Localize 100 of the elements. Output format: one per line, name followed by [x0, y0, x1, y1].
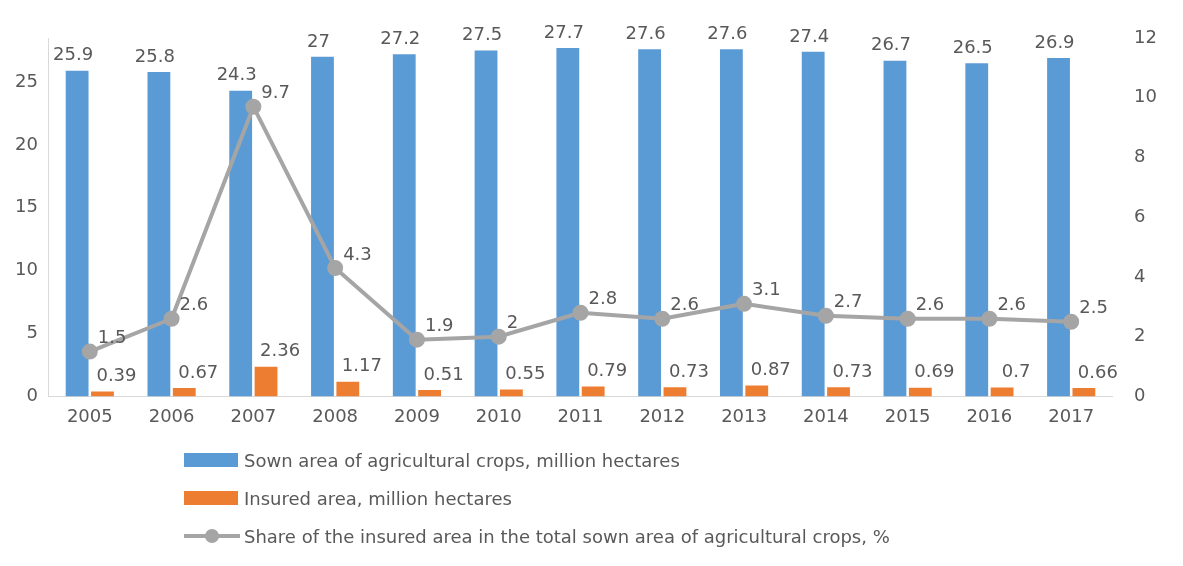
y2-tick-label: 12	[1134, 25, 1157, 47]
y2-tick-label: 0	[1134, 384, 1146, 406]
y-tick-label: 25	[15, 69, 38, 91]
legend-label: Share of the insured area in the total sown area of agricultural crops, %	[244, 525, 890, 547]
bar	[638, 49, 662, 397]
data-label: 0.73	[668, 359, 709, 381]
bar	[581, 386, 605, 397]
data-label: 3.1	[752, 278, 781, 300]
data-label: 0.79	[587, 359, 628, 381]
data-label: 2.36	[260, 339, 301, 361]
data-label: 0.66	[1077, 360, 1118, 382]
point	[408, 331, 425, 348]
data-label: 1.9	[424, 314, 454, 336]
bar	[908, 387, 932, 397]
y2-tick-label: 8	[1134, 145, 1146, 167]
data-label: 2.6	[997, 293, 1027, 315]
point	[327, 259, 344, 276]
data-label: 2.6	[915, 293, 945, 315]
data-label: 1.5	[97, 326, 127, 348]
point	[981, 310, 998, 327]
legend-label: Sown area of agricultural crops, million hectares	[244, 449, 680, 471]
point	[736, 295, 753, 312]
data-label: 4.3	[343, 242, 372, 264]
data-label: 27	[307, 29, 330, 51]
point	[163, 310, 180, 327]
point	[245, 98, 262, 115]
bar	[336, 381, 360, 397]
data-label: 0.67	[178, 360, 219, 382]
point	[899, 310, 916, 327]
data-label: 27.4	[789, 24, 830, 46]
bar	[719, 49, 743, 397]
bar	[990, 387, 1014, 397]
bar	[254, 366, 278, 397]
x-tick-label: 2005	[66, 404, 113, 426]
y2-tick-label: 4	[1134, 264, 1146, 286]
bar	[499, 389, 523, 397]
x-tick-label: 2009	[394, 404, 440, 426]
x-tick-label: 2010	[475, 404, 522, 426]
data-label: 0.55	[505, 362, 546, 384]
bar	[801, 51, 825, 397]
y-tick-label: 5	[26, 321, 38, 343]
x-tick-label: 2012	[639, 404, 686, 426]
bar	[91, 391, 114, 397]
bar	[827, 387, 850, 397]
point	[817, 307, 834, 324]
data-label: 2.5	[1079, 296, 1108, 318]
data-label: 2	[506, 311, 519, 333]
bar	[311, 56, 334, 397]
data-label: 9.7	[261, 81, 290, 103]
bar	[65, 70, 89, 397]
y2-tick-label: 10	[1134, 85, 1157, 107]
data-label: 0.39	[96, 364, 137, 386]
data-label: 0.51	[423, 362, 464, 384]
y-tick-label: 0	[26, 384, 38, 406]
data-label: 2.8	[588, 287, 618, 309]
point	[1063, 313, 1080, 330]
x-tick-label: 2006	[148, 404, 195, 426]
bar	[745, 385, 769, 397]
data-label: 27.5	[462, 23, 503, 45]
point	[572, 304, 589, 321]
y-tick-label: 10	[15, 258, 38, 280]
x-tick-label: 2008	[312, 404, 359, 426]
data-label: 2.7	[833, 290, 863, 312]
bar	[147, 71, 171, 397]
bar	[556, 48, 580, 397]
data-label: 2.6	[179, 293, 209, 315]
data-label: 25.9	[53, 43, 94, 65]
bar	[663, 387, 687, 397]
y2-tick-label: 6	[1134, 204, 1146, 226]
bar	[474, 50, 498, 397]
legend-label: Insured area, million hectares	[244, 487, 512, 509]
data-label: 25.8	[134, 44, 175, 66]
x-tick-label: 2017	[1048, 404, 1095, 426]
data-label: 27.6	[625, 21, 666, 43]
x-tick-label: 2015	[884, 404, 931, 426]
x-tick-label: 2011	[557, 404, 604, 426]
x-tick-label: 2016	[966, 404, 1013, 426]
x-tick-label: 2013	[721, 404, 767, 426]
point	[490, 328, 507, 345]
point	[654, 310, 671, 327]
data-label: 0.69	[914, 360, 955, 382]
bar	[229, 90, 253, 397]
data-label: 27.7	[543, 20, 584, 42]
bar	[965, 63, 989, 397]
data-label: 26.9	[1034, 30, 1075, 52]
data-label: 26.5	[952, 35, 993, 57]
bar	[1047, 58, 1070, 397]
x-tick-label: 2007	[230, 404, 277, 426]
bar	[172, 387, 196, 397]
data-label: 26.7	[870, 33, 911, 55]
data-label: 2.6	[670, 293, 699, 315]
point	[81, 343, 98, 360]
data-label: 0.7	[1001, 360, 1031, 382]
data-label: 0.87	[750, 358, 791, 380]
data-label: 24.3	[216, 63, 257, 85]
bar	[883, 60, 907, 397]
x-tick-label: 2014	[802, 404, 849, 426]
data-label: 27.2	[380, 27, 421, 49]
y-tick-label: 15	[15, 195, 38, 217]
bar	[418, 389, 442, 397]
